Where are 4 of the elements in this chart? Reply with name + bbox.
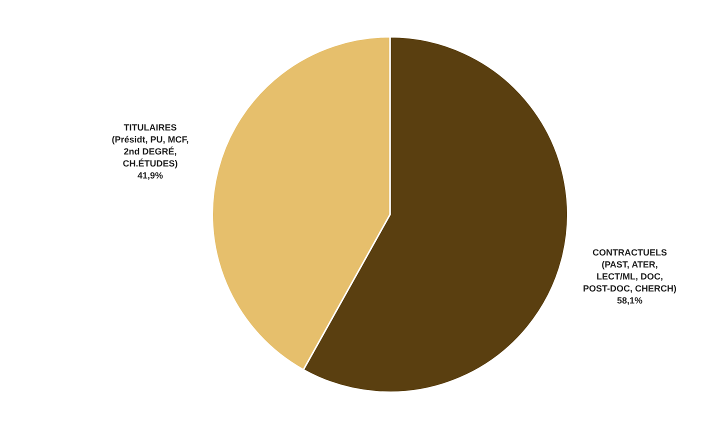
slice-label: TITULAIRES (Présidt, PU, MCF, 2nd DEGRÉ, CH.ÉTUDES) (112, 122, 189, 169)
data-label: 41,9% (137, 170, 163, 181)
slice-label: CONTRACTUELS (PAST, ATER, LECT/ML, DOC, POST-DOC, CHERCH) (583, 247, 677, 294)
data-label: 58,1% (617, 295, 643, 306)
